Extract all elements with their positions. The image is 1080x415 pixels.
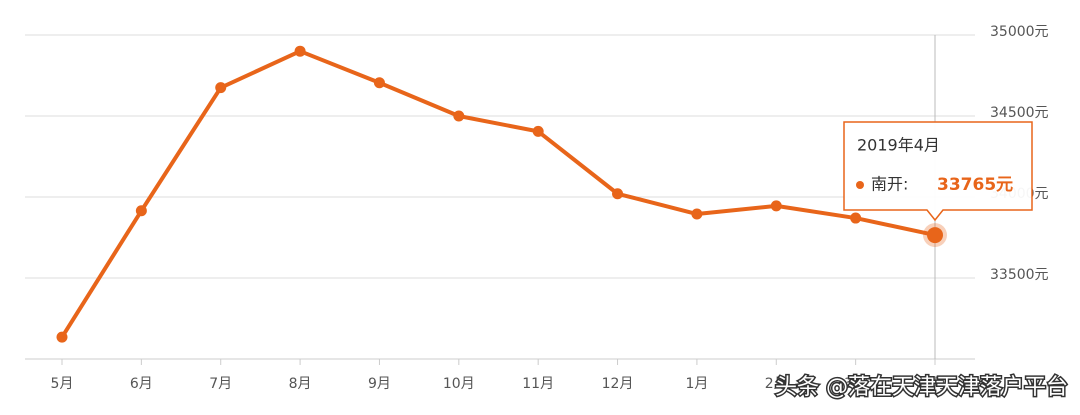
point [373, 77, 385, 89]
y-tick-label: 35000元 [990, 24, 1049, 40]
point [294, 45, 306, 57]
point [56, 331, 68, 343]
point [612, 188, 624, 200]
x-tick-label: 4月 [924, 376, 947, 392]
point [691, 208, 703, 220]
x-tick-label: 6月 [130, 376, 153, 392]
x-tick-label: 9月 [368, 376, 391, 392]
point [532, 125, 544, 137]
tooltip-value: 33765元 [937, 175, 1013, 195]
tooltip-label: 南开: [871, 175, 908, 194]
point [770, 200, 782, 212]
x-tick-label: 1月 [685, 376, 708, 392]
x-tick-label: 12月 [602, 376, 634, 392]
tooltip-box [843, 121, 1033, 222]
x-tick-label: 8月 [289, 376, 312, 392]
x-tick-label: 3月 [844, 376, 867, 392]
point [453, 110, 465, 122]
point [850, 212, 862, 224]
x-tick-label: 2月 [765, 376, 788, 392]
watermark: 头条 @落在天津天津落户平台 [775, 375, 1068, 400]
point [215, 82, 227, 94]
x-tick-label: 10月 [443, 376, 475, 392]
point [135, 205, 147, 217]
x-tick-label: 7月 [209, 376, 232, 392]
y-tick-label: 33500元 [990, 267, 1049, 283]
x-tick-label: 5月 [51, 376, 74, 392]
point [927, 227, 943, 244]
x-tick-label: 11月 [522, 376, 554, 392]
tooltip-title: 2019年4月 [857, 136, 940, 155]
line [60, 49, 936, 339]
y-tick-label: 34500元 [990, 105, 1049, 121]
tooltip-marker [856, 181, 864, 189]
